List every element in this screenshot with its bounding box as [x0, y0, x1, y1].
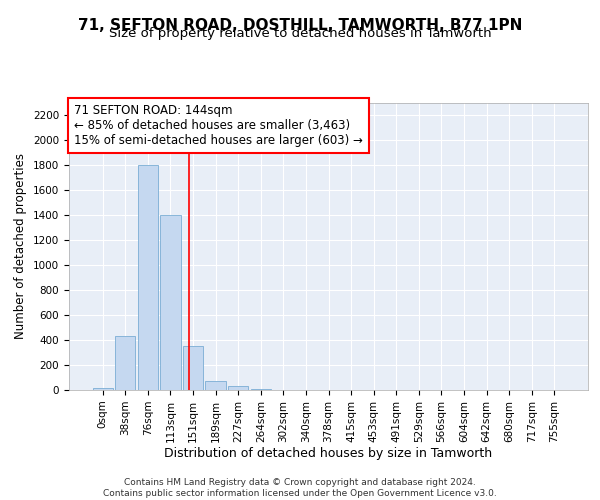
Bar: [92, 388, 113, 390]
Bar: [138, 165, 158, 390]
Bar: [205, 380, 226, 390]
Text: Size of property relative to detached houses in Tamworth: Size of property relative to detached ho…: [109, 28, 491, 40]
Text: Contains HM Land Registry data © Crown copyright and database right 2024.
Contai: Contains HM Land Registry data © Crown c…: [103, 478, 497, 498]
Y-axis label: Number of detached properties: Number of detached properties: [14, 153, 28, 340]
Bar: [228, 386, 248, 390]
Text: 71 SEFTON ROAD: 144sqm
← 85% of detached houses are smaller (3,463)
15% of semi-: 71 SEFTON ROAD: 144sqm ← 85% of detached…: [74, 104, 363, 147]
Text: 71, SEFTON ROAD, DOSTHILL, TAMWORTH, B77 1PN: 71, SEFTON ROAD, DOSTHILL, TAMWORTH, B77…: [78, 18, 522, 32]
Bar: [183, 346, 203, 390]
Bar: [160, 215, 181, 390]
X-axis label: Distribution of detached houses by size in Tamworth: Distribution of detached houses by size …: [164, 448, 493, 460]
Bar: [115, 336, 136, 390]
